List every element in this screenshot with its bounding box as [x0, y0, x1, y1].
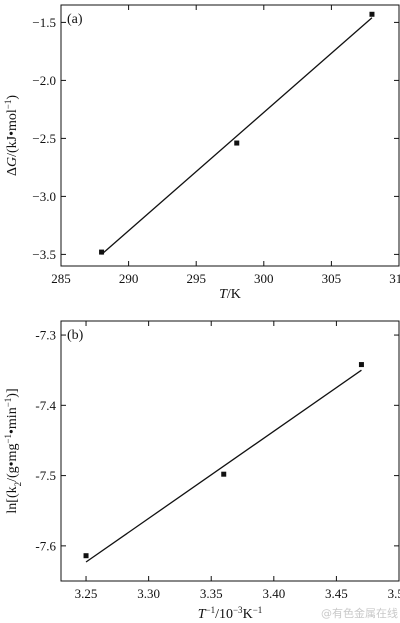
y-axis-label: ΔG/(kJ•mol−1) [3, 95, 20, 176]
axis-label-part: −3 [233, 605, 243, 615]
axis-label-part: −1 [3, 434, 13, 444]
x-tick-label: 295 [186, 271, 206, 286]
y-tick-label: -7.4 [35, 398, 56, 413]
axis-label-part: −1 [3, 100, 13, 110]
x-axis-label: T−1/10−3K−1 [198, 605, 263, 622]
data-point [221, 471, 227, 477]
y-tick-label: -7.6 [35, 538, 56, 553]
panel-a: 285 290 295 300 305 310 −3.5 −3.0 −2.5 −2.0 −1.5 (a… [3, 4, 400, 302]
y-tick-label: −1.5 [32, 15, 56, 30]
axis-label-part: T [198, 607, 207, 622]
fit-line [85, 369, 362, 563]
x-tick-label: 305 [322, 271, 342, 286]
data-point [369, 11, 375, 17]
y-axis-label: ln[(k2/(g•mg−1•min−1)] [3, 388, 23, 513]
x-tick-label: 3.30 [137, 586, 160, 601]
x-tick-label: 310 [389, 271, 400, 286]
data-point [99, 249, 105, 255]
axis-label-part: ln[(k [5, 486, 20, 513]
axis-label-part: )] [5, 388, 20, 397]
axis-label-part: −1 [253, 605, 263, 615]
panel-label: (a) [67, 12, 83, 27]
axis-label-part: /(kJ•mol [5, 109, 20, 157]
y-tick-label: -7.5 [35, 468, 56, 483]
axis-label-part: ) [5, 95, 20, 100]
data-point [234, 140, 240, 146]
axis-label-part: /10 [215, 607, 233, 622]
x-tick-label: 285 [51, 271, 71, 286]
x-tick-label: 3.35 [200, 586, 223, 601]
axis-label-part: −1 [206, 605, 216, 615]
axis-label-part: Δ [5, 167, 20, 176]
plot-frame [60, 320, 400, 582]
x-tick-label: 290 [119, 271, 139, 286]
x-tick-label: 300 [254, 271, 274, 286]
x-tick-label: 3.45 [325, 586, 348, 601]
x-tick-label: 3.50 [388, 586, 400, 601]
axis-label-part: K [243, 607, 253, 622]
y-tick-label: −3.0 [32, 189, 56, 204]
axis-label-part: G [5, 157, 20, 167]
axis-label-part: •min [5, 407, 20, 434]
y-tick-label: −3.5 [32, 247, 56, 262]
axis-label-part: 2 [13, 482, 23, 487]
axis-label-part: T [219, 287, 228, 302]
axis-label-part: /K [227, 287, 241, 302]
data-point [358, 362, 364, 368]
y-tick-label: −2.5 [32, 131, 56, 146]
watermark-text: @有色金属在线 [321, 606, 398, 620]
y-tick-label: -7.3 [35, 328, 56, 343]
plot-frame [60, 4, 400, 267]
x-tick-label: 3.40 [262, 586, 285, 601]
panel-b: 3.25 3.30 3.35 3.40 3.45 3.50 -7.6 -7.5 -7.4 -7.3… [3, 320, 400, 622]
axis-label-part: /(g•mg [5, 444, 20, 482]
x-tick-label: 3.25 [75, 586, 98, 601]
data-point [83, 553, 89, 559]
fit-line [101, 17, 373, 255]
panel-label: (b) [67, 328, 84, 343]
x-axis-label: T/K [219, 287, 241, 302]
y-tick-label: −2.0 [32, 73, 56, 88]
axis-label-part: −1 [3, 398, 13, 408]
